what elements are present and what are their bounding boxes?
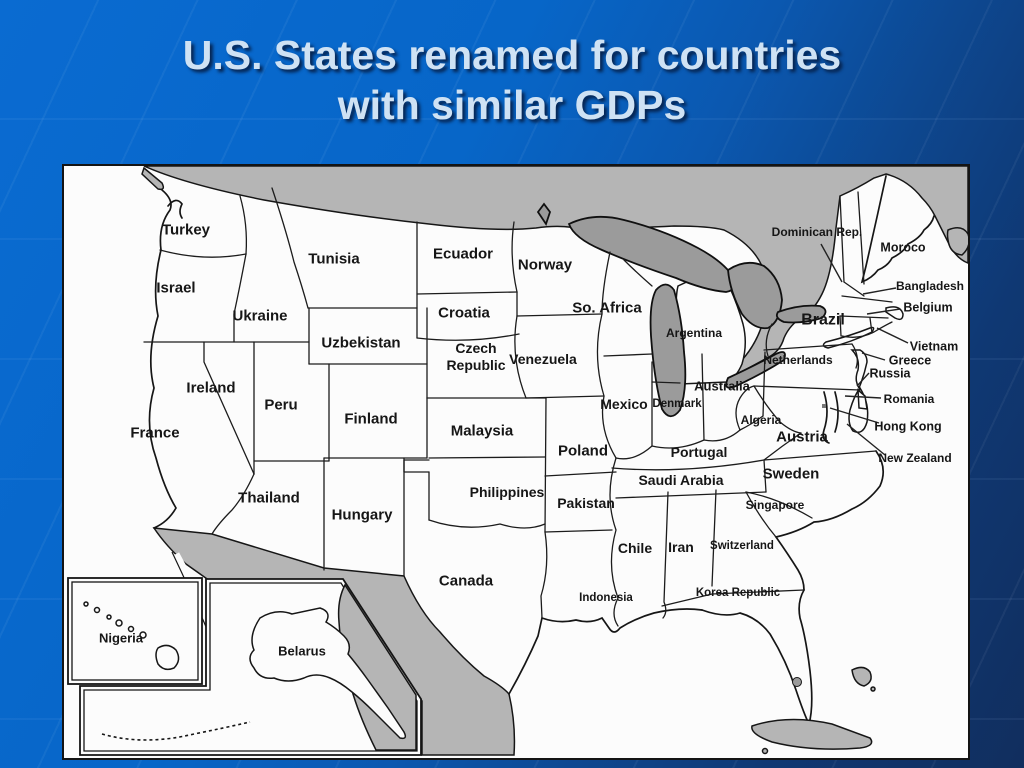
map-label-israel: Israel: [156, 279, 195, 296]
us-gdp-map: Turkey Israel Ukraine Tunisia Uzbekistan Ecua…: [62, 164, 970, 760]
map-label-tunisia: Tunisia: [308, 250, 360, 267]
map-label-romania: Romania: [884, 392, 935, 406]
vancouver-island: [141, 166, 165, 191]
map-label-sweden: Sweden: [763, 465, 820, 482]
map-label-belgium: Belgium: [903, 300, 952, 314]
alaska-body: [249, 607, 407, 740]
lake-erie: [725, 351, 786, 389]
florida-atlantic-coast: [798, 589, 813, 725]
map-label-ireland: Ireland: [186, 379, 235, 396]
map-label-norway: Norway: [518, 256, 573, 273]
leader-lines: [820, 243, 909, 456]
leader-line-russia: [856, 372, 870, 387]
map-label-algeria: Algeria: [741, 413, 782, 427]
map-label-venezuela: Venezuela: [509, 351, 577, 367]
west-coastline: [148, 189, 177, 529]
hawaii-big-island: [155, 644, 180, 671]
map-label-mexico: Mexico: [600, 396, 647, 412]
map-label-bangladesh: Bangladesh: [896, 279, 964, 293]
map-label-russia: Russia: [870, 366, 912, 380]
map-label-singapore: Singapore: [746, 498, 805, 512]
chesapeake-bay-west: [822, 391, 830, 444]
map-label-philippines: Philippines: [470, 484, 545, 500]
leader-line-bangladesh: [862, 287, 897, 295]
map-label-thailand: Thailand: [238, 489, 300, 506]
map-label-brazil: Brazil: [801, 312, 845, 329]
map-label-denmark: Denmark: [652, 398, 702, 410]
map-label-switzerland: Switzerland: [710, 540, 774, 552]
map-label-new-zealand: New Zealand: [878, 451, 951, 465]
leader-line-vietnam: [876, 327, 909, 344]
mexico-landmass: [152, 527, 516, 756]
isle-of-youth: [761, 747, 769, 755]
map-label-turkey: Turkey: [162, 221, 211, 238]
florida-gulf-coast: [701, 609, 810, 725]
leader-line-greece: [861, 352, 886, 361]
hawaii-inset: [67, 577, 203, 685]
lake-okeechobee: [792, 677, 802, 687]
northeast-coast-maine: [860, 175, 935, 284]
map-label-vietnam: Vietnam: [910, 339, 958, 353]
map-label-france: France: [130, 424, 179, 441]
slide-title-line2: with similar GDPs: [337, 82, 687, 129]
lake-ontario: [775, 304, 827, 324]
map-label-moroco: Moroco: [880, 240, 926, 254]
map-label-portugal: Portugal: [671, 444, 728, 460]
leader-line-new-zealand: [846, 423, 886, 456]
southeast-coastline: [774, 450, 885, 591]
cape-cod: [885, 306, 904, 321]
bahamas-island: [851, 666, 872, 687]
alaska-inset: [79, 578, 422, 756]
state-borders: [143, 187, 893, 627]
map-label-iran: Iran: [668, 539, 694, 555]
dc-marker: [822, 404, 826, 408]
map-label-chile: Chile: [618, 540, 652, 556]
slide-title: U.S. States renamed for countries with s…: [0, 30, 1024, 130]
map-label-nigeria: Nigeria: [99, 631, 144, 646]
cuba: [751, 718, 873, 750]
map-label-so-africa: So. Africa: [572, 299, 642, 316]
map-label-poland: Poland: [558, 442, 608, 459]
gulf-coastline: [508, 608, 703, 695]
map-label-saudi-arabia: Saudi Arabia: [638, 472, 723, 488]
leader-line-dominican-rep: [820, 243, 843, 283]
map-label-canada: Canada: [439, 572, 494, 589]
map-label-pakistan: Pakistan: [557, 495, 615, 511]
lake-of-the-woods: [536, 202, 552, 227]
map-label-ecuador: Ecuador: [433, 245, 493, 262]
leader-line-hong-kong: [829, 407, 880, 424]
map-label-ukraine: Ukraine: [232, 307, 287, 324]
leader-line-romania: [844, 395, 882, 399]
map-label-finland: Finland: [344, 410, 397, 427]
map-label-uzbekistan: Uzbekistan: [321, 334, 400, 351]
map-label-dominican-rep: Dominican Rep.: [772, 225, 863, 239]
puget-sound: [167, 199, 183, 219]
map-label-australia: Australia: [694, 379, 750, 394]
map-label-peru: Peru: [264, 396, 297, 413]
nova-scotia: [946, 227, 968, 256]
aleutian-islands: [101, 721, 251, 741]
state-delaware: [857, 388, 868, 410]
state-new-jersey: [850, 349, 868, 390]
map-label-malaysia: Malaysia: [451, 422, 514, 439]
map-label-indonesia: Indonesia: [579, 592, 633, 604]
map-label-greece: Greece: [889, 353, 931, 367]
map-label-korea-republic: Korea Republic: [696, 587, 781, 599]
map-label-belarus: Belarus: [278, 644, 326, 659]
map-svg: Turkey Israel Ukraine Tunisia Uzbekistan Ecua…: [67, 166, 968, 756]
country-labels: Turkey Israel Ukraine Tunisia Uzbekistan Ecua…: [99, 221, 964, 658]
bahamas-islet: [870, 686, 876, 692]
map-label-hungary: Hungary: [332, 506, 394, 523]
map-label-croatia: Croatia: [438, 304, 490, 321]
chesapeake-bay-east: [834, 391, 839, 433]
map-label-hong-kong: Hong Kong: [874, 419, 941, 433]
map-label-netherlands: Netherlands: [763, 353, 833, 367]
map-label-argentina: Argentina: [666, 326, 722, 340]
leader-line-belgium: [866, 308, 901, 315]
slide-title-line1: U.S. States renamed for countries: [182, 32, 842, 78]
map-label-austria: Austria: [776, 428, 828, 445]
map-label-czech-republic: Czech Republic: [446, 340, 505, 373]
